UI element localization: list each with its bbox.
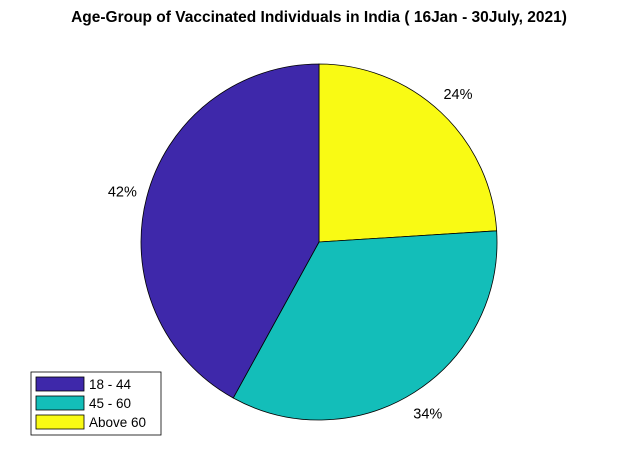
percent-label-above-60: 24% [443, 87, 472, 103]
percent-label-18-44: 42% [108, 185, 137, 201]
legend-swatch-45-60 [35, 395, 85, 411]
legend-label-45-60: 45 - 60 [89, 396, 131, 411]
percent-labels: 24% 34% 42% [108, 87, 473, 422]
pie-slices [140, 63, 498, 421]
legend-swatch-above-60 [35, 414, 85, 430]
pie-slice-18-44 [140, 63, 320, 399]
chart-title: Age-Group of Vaccinated Individuals in I… [71, 9, 567, 26]
legend-swatch-18-44 [35, 376, 85, 392]
legend-label-18-44: 18 - 44 [89, 377, 132, 392]
legend-label-above-60: Above 60 [89, 415, 146, 430]
pie-slice-above-60 [318, 63, 498, 243]
legend: 18 - 44 45 - 60 Above 60 [30, 371, 162, 436]
percent-label-45-60: 34% [413, 406, 442, 422]
